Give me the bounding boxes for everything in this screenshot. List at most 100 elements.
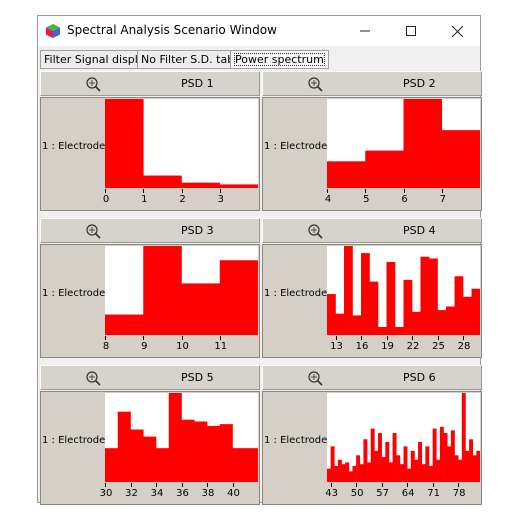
psd-bar xyxy=(471,288,480,335)
axis-tick xyxy=(232,483,234,487)
axis-tick xyxy=(458,483,460,487)
axis-tick xyxy=(381,483,383,487)
tick-label: 30 xyxy=(99,488,113,499)
psd-panel-2: PSD 2 1 : Electrode 4 5 6 7 xyxy=(262,71,482,211)
zoom-icon[interactable] xyxy=(85,370,101,386)
psd-body: 1 : Electrode 4 5 6 7 xyxy=(262,97,482,211)
psd-bar xyxy=(232,448,246,482)
channel-label: 1 : Electrode xyxy=(42,288,106,299)
axis-tick xyxy=(386,336,388,340)
axis-tick xyxy=(432,483,434,487)
psd-header: PSD 5 xyxy=(40,365,260,390)
psd-header: PSD 2 xyxy=(262,71,482,96)
tick-label: 16 xyxy=(355,341,369,352)
zoom-icon[interactable] xyxy=(85,223,101,239)
psd-bar xyxy=(327,468,331,482)
psd-bar xyxy=(432,428,437,482)
psd-bar xyxy=(367,462,372,482)
axis-tick xyxy=(365,189,367,193)
zoom-icon[interactable] xyxy=(307,223,323,239)
tab-power-spectrum[interactable]: Power spectrum xyxy=(230,50,329,69)
psd-bar xyxy=(420,256,430,335)
psd-title: PSD 4 xyxy=(403,224,436,237)
psd-bar xyxy=(476,450,480,482)
psd-bar xyxy=(207,425,221,482)
channel-label: 1 : Electrode xyxy=(264,435,328,446)
psd-bar xyxy=(359,464,364,482)
zoom-icon[interactable] xyxy=(307,76,323,92)
psd-body: 1 : Electrode 13 16 19 22 25 28 xyxy=(262,244,482,358)
channel-label: 1 : Electrode xyxy=(42,435,106,446)
psd-bar xyxy=(439,426,444,482)
psd-bar xyxy=(418,441,423,482)
zoom-icon[interactable] xyxy=(85,76,101,92)
psd-bar xyxy=(429,258,438,335)
psd-bar xyxy=(461,393,466,482)
psd-title: PSD 1 xyxy=(181,77,214,90)
axis-tick xyxy=(463,336,464,340)
tick-label: 5 xyxy=(363,194,370,205)
psd-bar xyxy=(436,459,441,482)
psd-bar xyxy=(130,429,144,482)
psd-bar xyxy=(374,450,379,482)
psd-bar xyxy=(437,310,447,335)
psd-bar xyxy=(352,315,362,335)
psd-bar xyxy=(156,448,170,482)
axis-tick xyxy=(330,483,332,487)
psd-bar xyxy=(441,130,480,188)
axis-tick xyxy=(156,483,157,487)
axis-tick xyxy=(437,336,439,340)
psd-bar xyxy=(447,446,452,482)
psd-bar xyxy=(345,462,350,482)
tick-label: 32 xyxy=(125,488,138,499)
maximize-icon xyxy=(406,26,416,36)
tab-no-filter-sd[interactable]: No Filter S.D. tab xyxy=(137,50,239,69)
spectral-analysis-window: Spectral Analysis Scenario Window Filter… xyxy=(37,15,482,505)
psd-bar xyxy=(414,459,419,482)
axis-tick xyxy=(105,483,106,487)
psd-panel-5: PSD 5 1 : Electrode 30 32 34 36 38 40 xyxy=(40,365,260,505)
tick-label: 7 xyxy=(439,194,446,205)
tick-label: 11 xyxy=(214,341,228,352)
psd-bar xyxy=(388,462,393,482)
axis-tick xyxy=(181,189,183,193)
axis-tick xyxy=(143,189,145,193)
tick-label: 8 xyxy=(102,341,110,352)
psd-body: 1 : Electrode 30 32 34 36 38 40 xyxy=(40,391,260,505)
tick-label: 1 xyxy=(141,194,148,205)
psd-plot xyxy=(327,393,480,482)
tab-bar: Filter Signal display No Filter S.D. tab… xyxy=(38,46,480,72)
axis-tick xyxy=(219,189,221,193)
tab-label: Filter Signal display xyxy=(44,53,152,66)
psd-bar xyxy=(385,441,390,482)
tick-label: 2 xyxy=(179,194,186,205)
tab-filter-signal-display[interactable]: Filter Signal display xyxy=(40,50,156,69)
psd-plot xyxy=(327,246,480,335)
psd-bar xyxy=(429,465,433,482)
axis-tick xyxy=(143,336,145,340)
psd-bar xyxy=(412,311,421,335)
minimize-button[interactable] xyxy=(342,16,388,46)
x-axis: 43 50 57 64 71 78 xyxy=(325,483,480,503)
psd-bar xyxy=(392,433,397,482)
close-button[interactable] xyxy=(434,16,480,46)
psd-plot xyxy=(105,99,258,188)
psd-bar xyxy=(105,314,144,335)
psd-title: PSD 3 xyxy=(181,224,214,237)
tick-label: 64 xyxy=(401,488,415,499)
psd-bar xyxy=(472,455,477,482)
zoom-icon[interactable] xyxy=(307,370,323,386)
tick-label: 43 xyxy=(325,488,339,499)
tick-label: 25 xyxy=(432,341,445,352)
title-bar[interactable]: Spectral Analysis Scenario Window xyxy=(38,16,480,46)
psd-bar xyxy=(421,464,426,482)
maximize-button[interactable] xyxy=(388,16,434,46)
psd-bar xyxy=(363,439,368,482)
axis-tick xyxy=(441,189,443,193)
psd-bar xyxy=(330,446,335,482)
psd-bar xyxy=(143,246,182,335)
tick-label: 0 xyxy=(102,194,110,205)
psd-bar xyxy=(181,419,195,482)
channel-label: 1 : Electrode xyxy=(42,141,106,152)
psd-bar xyxy=(454,276,464,335)
